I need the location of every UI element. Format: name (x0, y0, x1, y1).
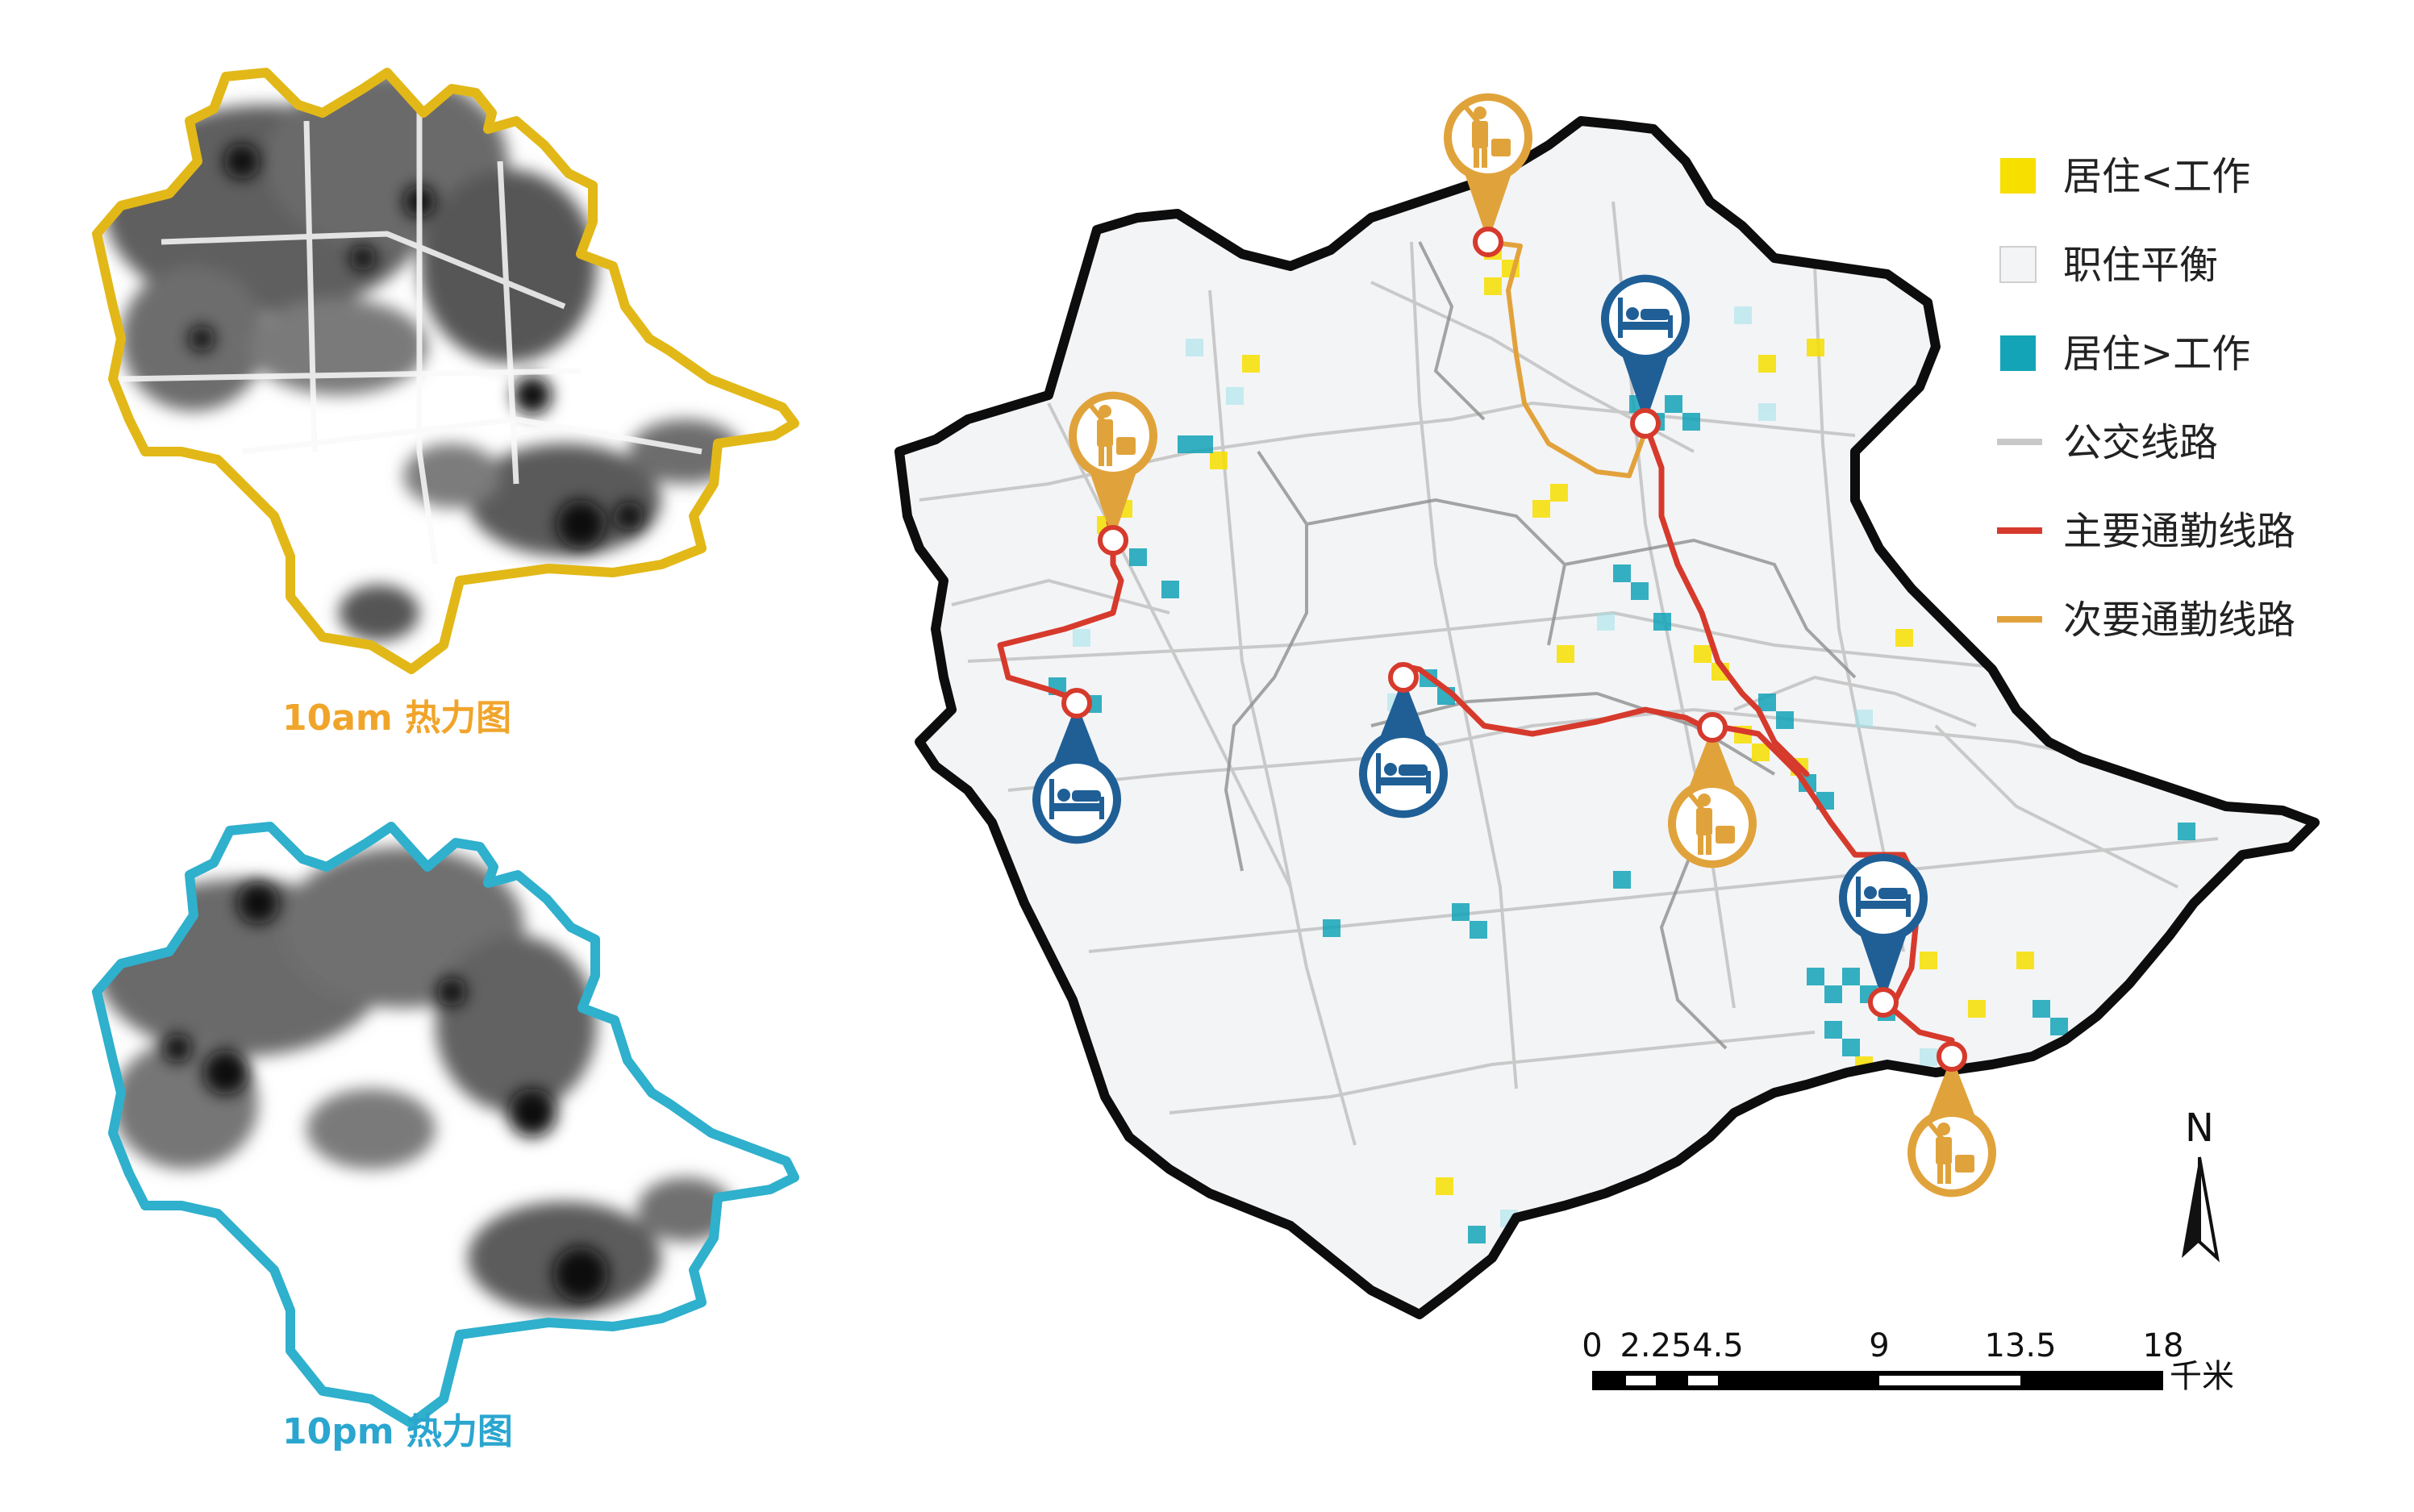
bed-icon (1376, 753, 1431, 793)
scale-tick-label: 9 (1869, 1327, 1889, 1364)
legend-swatch (2000, 335, 2036, 371)
legend-item: 居住>工作 (2000, 331, 2250, 377)
marker-node (1697, 712, 1728, 743)
home-marker (1359, 662, 1448, 818)
caption-10pm: 10pm 热力图 (282, 1411, 513, 1452)
marker-node (1061, 688, 1092, 719)
legend-item: 居住<工作 (2000, 154, 2250, 199)
scale-tick-label: 13.5 (1984, 1327, 2056, 1364)
worker-icon (1925, 1118, 1974, 1184)
work-marker (1668, 712, 1757, 868)
scale-track (1592, 1371, 2163, 1390)
legend-label: 次要通勤线路 (2063, 598, 2295, 643)
marker-node (1937, 1041, 1967, 1072)
home-marker (1600, 274, 1690, 439)
legend-item: 职住平衡 (1999, 243, 2218, 288)
worker-icon (1086, 401, 1136, 466)
north-arrow: N (2182, 1106, 2220, 1263)
legend-swatch (1999, 246, 2037, 283)
heatmap-10am (89, 65, 807, 677)
scale-segment (1688, 1376, 1718, 1385)
work-marker (1907, 1041, 1996, 1198)
home-marker (1839, 853, 1928, 1018)
caption-10am: 10am 热力图 (282, 698, 511, 739)
marker-layer (1032, 93, 1996, 1198)
legend-item: 次要通勤线路 (1997, 598, 2295, 643)
marker-node (1098, 525, 1128, 556)
marker-node (1388, 662, 1419, 693)
home-marker (1032, 688, 1121, 844)
legend-item: 主要通勤线路 (1997, 509, 2295, 554)
scale-tick-label: 18 (2143, 1327, 2184, 1364)
scale-unit: 千米 (2170, 1358, 2234, 1395)
legend-label: 职住平衡 (2063, 243, 2218, 288)
marker-node (1868, 987, 1899, 1018)
scale-segment (1626, 1376, 1656, 1385)
legend-label: 公交线路 (2063, 420, 2218, 465)
legend-label: 居住<工作 (2063, 154, 2250, 199)
scale-tick-label: 4.5 (1692, 1327, 1744, 1364)
worker-icon (1461, 102, 1511, 168)
scale-tick-label: 0 (1582, 1327, 1602, 1364)
secondary-commute-route (1486, 240, 1648, 478)
primary-commute-route (997, 420, 1955, 1043)
worker-icon (1686, 789, 1735, 855)
marker-node (1630, 408, 1661, 439)
bed-icon (1618, 298, 1673, 338)
scale-tick-label: 2.25 (1620, 1327, 1691, 1364)
legend-swatch (2000, 158, 2036, 194)
bed-icon (1049, 779, 1104, 819)
legend-line (1997, 616, 2042, 623)
work-marker (1068, 391, 1157, 556)
balance-cells (1049, 145, 2195, 1243)
legend-line (1997, 527, 2042, 534)
scale-segment (1879, 1376, 2020, 1385)
marker-node (1473, 227, 1503, 257)
legend-line (1997, 439, 2042, 445)
legend-item: 公交线路 (1997, 420, 2218, 465)
heatmap-10pm (89, 818, 807, 1431)
north-label: N (2185, 1106, 2214, 1151)
bed-icon (1856, 877, 1911, 917)
legend-label: 居住>工作 (2063, 331, 2250, 377)
legend-label: 主要通勤线路 (2063, 509, 2295, 554)
work-marker (1443, 93, 1532, 257)
